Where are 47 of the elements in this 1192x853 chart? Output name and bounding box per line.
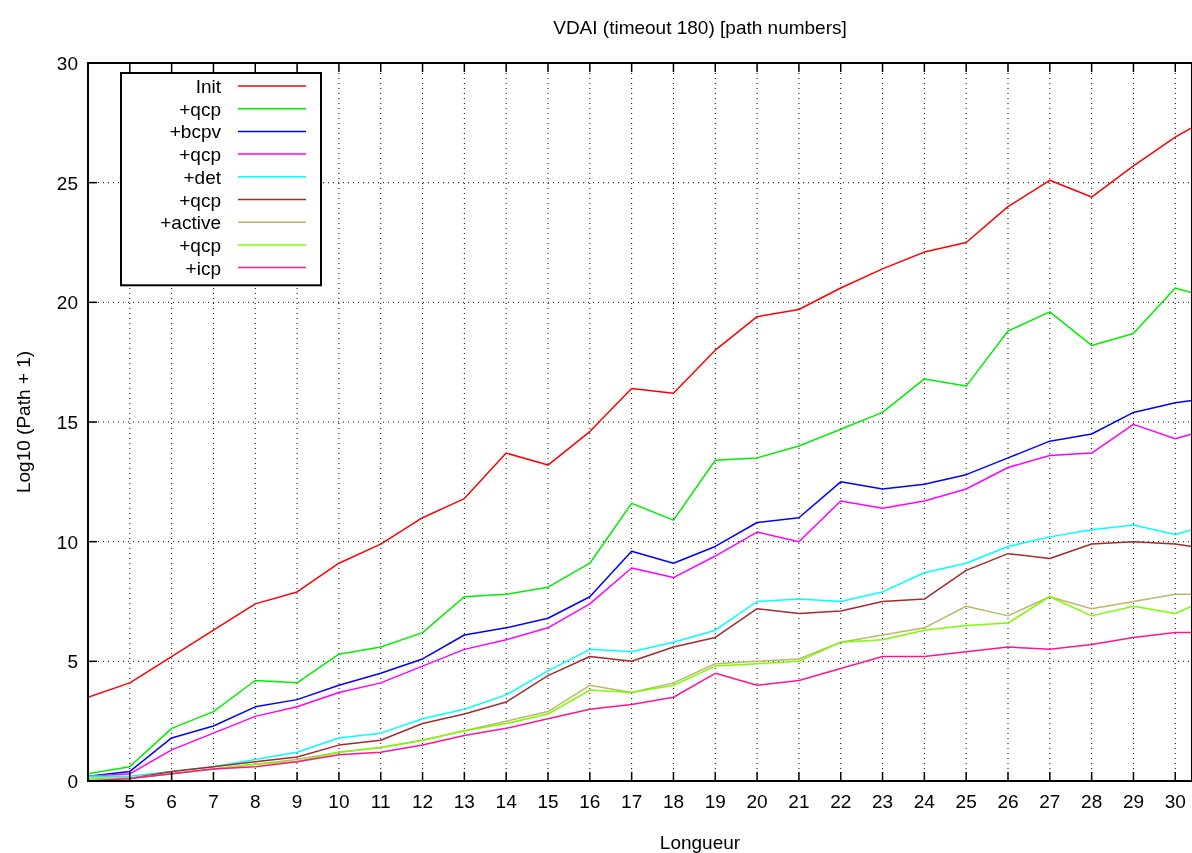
y-tick-label: 25 bbox=[56, 172, 78, 194]
x-tick-label: 19 bbox=[704, 791, 726, 812]
x-tick-label: 8 bbox=[249, 791, 261, 812]
x-tick-label: 23 bbox=[871, 791, 894, 812]
legend-label: +qcp bbox=[179, 234, 221, 256]
legend-label: +det bbox=[183, 166, 222, 188]
legend-label: Init bbox=[195, 76, 222, 97]
x-tick-label: 26 bbox=[997, 791, 1019, 812]
y-tick-label: 15 bbox=[56, 412, 78, 433]
y-tick-label: 30 bbox=[56, 53, 78, 74]
y-tick-label: 5 bbox=[67, 651, 78, 673]
y-tick-label: 10 bbox=[56, 531, 78, 553]
x-tick-label: 7 bbox=[208, 791, 219, 812]
chart-title: VDAI (timeout 180) [path numbers] bbox=[553, 17, 847, 38]
y-tick-label: 20 bbox=[56, 292, 78, 314]
x-tick-label: 17 bbox=[621, 791, 643, 812]
legend-label: +qcp bbox=[179, 189, 221, 211]
x-tick-label: 16 bbox=[579, 791, 601, 812]
y-axis-title: Log10 (Path + 1) bbox=[13, 350, 34, 494]
x-tick-label: 14 bbox=[495, 791, 518, 812]
x-tick-label: 25 bbox=[955, 791, 977, 812]
x-tick-label: 11 bbox=[370, 791, 391, 812]
x-tick-label: 22 bbox=[830, 791, 852, 812]
x-tick-label: 18 bbox=[662, 791, 685, 812]
y-tick-label: 0 bbox=[67, 771, 78, 792]
x-tick-label: 20 bbox=[746, 791, 768, 812]
legend-label: +active bbox=[160, 212, 221, 234]
x-axis-title: Longueur bbox=[659, 832, 741, 853]
x-tick-label: 9 bbox=[291, 791, 303, 812]
x-tick-label: 27 bbox=[1039, 791, 1061, 812]
x-tick-label: 12 bbox=[411, 791, 434, 812]
line-series bbox=[88, 126, 1192, 698]
x-tick-label: 28 bbox=[1081, 791, 1103, 812]
line-series bbox=[88, 287, 1192, 775]
x-tick-label: 30 bbox=[1164, 791, 1186, 812]
legend-label: +bcpv bbox=[169, 121, 222, 143]
legend-label: +qcp bbox=[179, 144, 221, 166]
x-tick-label: 13 bbox=[453, 791, 475, 812]
legend-label: +icp bbox=[185, 257, 221, 279]
x-tick-label: 15 bbox=[537, 791, 559, 812]
x-tick-label: 6 bbox=[166, 791, 177, 812]
x-tick-label: 10 bbox=[328, 791, 350, 812]
x-tick-label: 21 bbox=[788, 791, 810, 812]
legend-label: +qcp bbox=[179, 98, 221, 120]
x-tick-label: 24 bbox=[913, 791, 936, 812]
x-tick-label: 29 bbox=[1122, 791, 1145, 812]
x-tick-label: 5 bbox=[124, 791, 136, 812]
